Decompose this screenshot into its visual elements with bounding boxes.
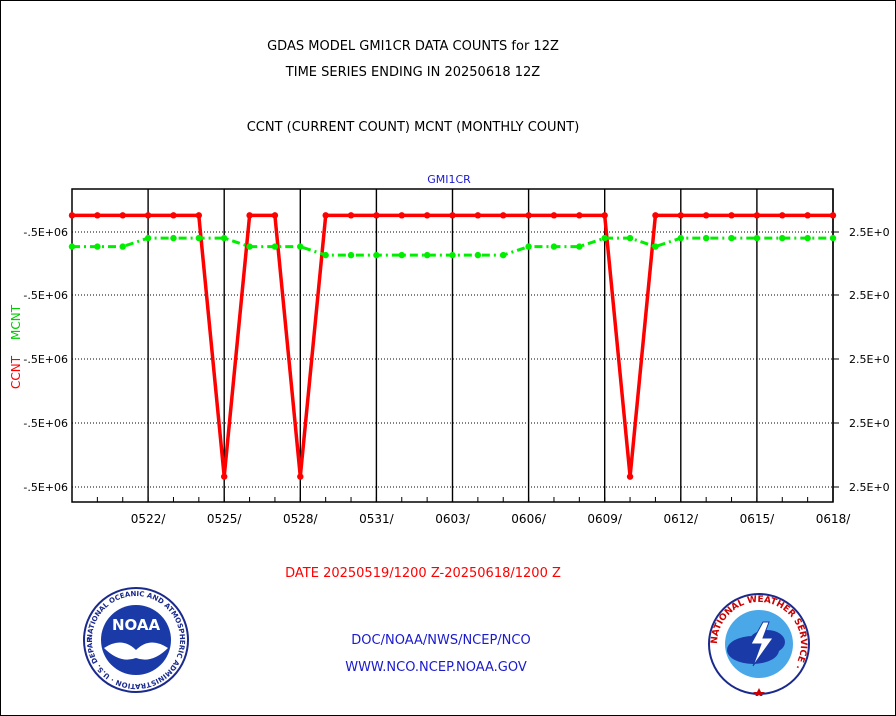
data-point-mcnt bbox=[550, 243, 558, 250]
x-tick-label-3: 0531/ bbox=[359, 512, 395, 526]
title-line-2: TIME SERIES ENDING IN 20250618 12Z bbox=[285, 65, 541, 80]
x-tick-label-5: 0606/ bbox=[511, 512, 547, 526]
data-point-ccnt bbox=[728, 212, 735, 219]
data-point-ccnt bbox=[525, 212, 532, 219]
title-line-1: GDAS MODEL GMI1CR DATA COUNTS for 12Z bbox=[267, 39, 559, 54]
data-point-ccnt bbox=[779, 212, 786, 219]
data-point-mcnt bbox=[195, 234, 203, 242]
data-point-mcnt bbox=[322, 251, 329, 259]
data-point-mcnt bbox=[423, 251, 431, 259]
y-tick-label-left-0: -.5E+06 bbox=[23, 226, 68, 239]
data-point-ccnt bbox=[347, 212, 355, 219]
y-tick-label-right-2: 2.5E+0 bbox=[849, 353, 890, 366]
data-point-ccnt bbox=[271, 212, 279, 219]
x-tick-label-1: 0525/ bbox=[207, 512, 243, 526]
y-tick-label-left-3: -.5E+06 bbox=[23, 417, 68, 430]
data-point-mcnt bbox=[474, 251, 482, 259]
data-point-mcnt bbox=[347, 251, 355, 259]
data-point-mcnt bbox=[601, 234, 608, 242]
data-point-ccnt bbox=[652, 212, 659, 219]
data-point-ccnt bbox=[550, 212, 558, 219]
data-point-mcnt bbox=[779, 234, 786, 242]
data-point-mcnt bbox=[297, 243, 304, 250]
x-tick-label-4: 0603/ bbox=[435, 512, 471, 526]
data-point-mcnt bbox=[246, 243, 253, 250]
y-tick-label-right-0: 2.5E+0 bbox=[849, 226, 890, 239]
y-tick-label-right-4: 2.5E+0 bbox=[849, 481, 890, 494]
data-point-mcnt bbox=[576, 243, 583, 250]
data-point-mcnt bbox=[829, 234, 837, 242]
data-point-ccnt bbox=[119, 212, 126, 219]
y-tick-label-right-1: 2.5E+0 bbox=[849, 289, 890, 302]
y-tick-label-left-2: -.5E+06 bbox=[23, 353, 68, 366]
x-tick-label-0: 0522/ bbox=[131, 512, 167, 526]
data-point-mcnt bbox=[500, 251, 507, 259]
data-point-ccnt bbox=[297, 473, 304, 480]
data-point-mcnt bbox=[221, 234, 228, 242]
y-tick-label-left-1: -.5E+06 bbox=[23, 289, 68, 302]
data-point-mcnt bbox=[677, 234, 684, 242]
x-tick-label-2: 0528/ bbox=[283, 512, 319, 526]
data-point-ccnt bbox=[753, 212, 761, 219]
website-label: WWW.NCO.NCEP.NOAA.GOV bbox=[345, 660, 527, 675]
data-point-ccnt bbox=[702, 212, 710, 219]
data-point-ccnt bbox=[144, 212, 152, 219]
data-point-mcnt bbox=[525, 243, 532, 250]
x-tick-label-7: 0612/ bbox=[664, 512, 700, 526]
y-tick-label-left-4: -.5E+06 bbox=[23, 481, 68, 494]
data-point-ccnt bbox=[398, 212, 405, 219]
x-tick-label-6: 0609/ bbox=[587, 512, 623, 526]
data-point-ccnt bbox=[474, 212, 482, 219]
data-point-ccnt bbox=[170, 212, 177, 219]
data-point-mcnt bbox=[271, 243, 279, 250]
org-path-label: DOC/NOAA/NWS/NCEP/NCO bbox=[351, 633, 531, 648]
data-point-mcnt bbox=[804, 234, 811, 242]
data-point-ccnt bbox=[322, 212, 329, 219]
data-point-ccnt bbox=[626, 473, 634, 480]
data-point-mcnt bbox=[449, 251, 456, 259]
data-point-mcnt bbox=[398, 251, 405, 259]
data-point-mcnt bbox=[68, 243, 76, 250]
noaa-logo-text: NOAA bbox=[112, 616, 161, 634]
chart-title: GMI1CR bbox=[427, 173, 471, 186]
data-point-ccnt bbox=[423, 212, 431, 219]
data-point-mcnt bbox=[652, 243, 659, 250]
data-point-ccnt bbox=[601, 212, 608, 219]
data-point-ccnt bbox=[246, 212, 253, 219]
lightning-bolt-icon bbox=[750, 621, 774, 667]
data-point-mcnt bbox=[728, 234, 735, 242]
data-point-mcnt bbox=[753, 234, 761, 242]
noaa-logo: NATIONAL OCEANIC AND ATMOSPHERIC ADMINIS… bbox=[82, 586, 189, 693]
data-point-mcnt bbox=[626, 234, 634, 242]
data-point-ccnt bbox=[449, 212, 456, 219]
data-point-mcnt bbox=[373, 251, 380, 259]
data-point-mcnt bbox=[170, 234, 177, 242]
chart-subtitle: CCNT (CURRENT COUNT) MCNT (MONTHLY COUNT… bbox=[246, 120, 580, 135]
data-point-ccnt bbox=[68, 212, 76, 219]
data-point-ccnt bbox=[500, 212, 507, 219]
nws-logo: NATIONAL WEATHER SERVICE · bbox=[708, 593, 810, 696]
x-tick-label-9: 0618/ bbox=[816, 512, 852, 526]
x-tick-label-8: 0615/ bbox=[740, 512, 776, 526]
data-point-ccnt bbox=[373, 212, 380, 219]
y-axis-label-mcnt: MCNT bbox=[9, 304, 23, 340]
noaa-bird-icon bbox=[104, 642, 168, 660]
data-point-ccnt bbox=[576, 212, 583, 219]
data-point-mcnt bbox=[94, 243, 101, 250]
y-axis-label-ccnt: CCNT bbox=[9, 355, 23, 389]
data-point-mcnt bbox=[144, 234, 152, 242]
data-point-mcnt bbox=[119, 243, 126, 250]
data-point-mcnt bbox=[702, 234, 710, 242]
data-point-ccnt bbox=[195, 212, 203, 219]
data-point-ccnt bbox=[677, 212, 684, 219]
data-point-ccnt bbox=[829, 212, 837, 219]
data-point-ccnt bbox=[804, 212, 811, 219]
data-point-ccnt bbox=[94, 212, 101, 219]
data-point-ccnt bbox=[221, 473, 228, 480]
date-range-label: DATE 20250519/1200 Z-20250618/1200 Z bbox=[285, 566, 561, 581]
star-icon bbox=[753, 688, 765, 696]
y-tick-label-right-3: 2.5E+0 bbox=[849, 417, 890, 430]
